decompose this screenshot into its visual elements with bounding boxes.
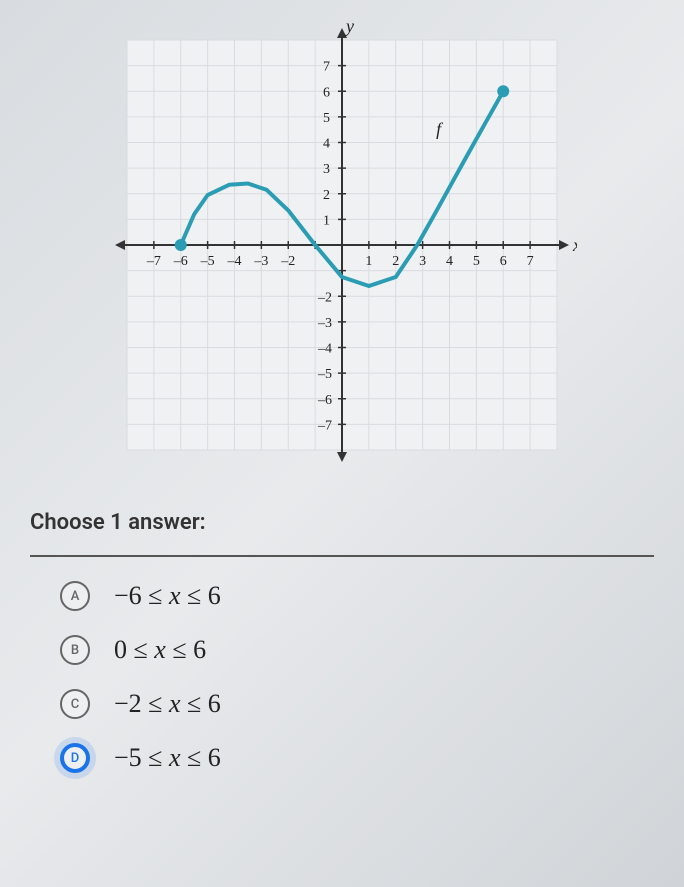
svg-text:4: 4 — [446, 254, 453, 269]
svg-text:3: 3 — [323, 162, 330, 177]
svg-text:1: 1 — [365, 254, 372, 269]
svg-text:–6: –6 — [317, 393, 332, 408]
svg-text:3: 3 — [419, 254, 426, 269]
radio-b[interactable]: B — [60, 635, 90, 665]
answer-list: A −6 ≤ x ≤ 6 B 0 ≤ x ≤ 6 C −2 ≤ x ≤ 6 D … — [60, 581, 654, 773]
svg-text:1: 1 — [323, 213, 330, 228]
answer-text-c: −2 ≤ x ≤ 6 — [114, 689, 221, 719]
answer-option-b[interactable]: B 0 ≤ x ≤ 6 — [60, 635, 654, 665]
answer-option-a[interactable]: A −6 ≤ x ≤ 6 — [60, 581, 654, 611]
svg-text:2: 2 — [392, 254, 399, 269]
svg-text:2: 2 — [323, 188, 330, 203]
svg-text:–3: –3 — [253, 254, 268, 269]
answer-text-b: 0 ≤ x ≤ 6 — [114, 635, 206, 665]
answer-option-d[interactable]: D −5 ≤ x ≤ 6 — [60, 743, 654, 773]
radio-a[interactable]: A — [60, 581, 90, 611]
svg-text:–2: –2 — [280, 254, 295, 269]
svg-text:–7: –7 — [146, 254, 161, 269]
answer-text-a: −6 ≤ x ≤ 6 — [114, 581, 221, 611]
radio-c[interactable]: C — [60, 689, 90, 719]
svg-text:5: 5 — [323, 111, 330, 126]
svg-text:5: 5 — [473, 254, 480, 269]
svg-text:6: 6 — [323, 85, 330, 100]
answer-option-c[interactable]: C −2 ≤ x ≤ 6 — [60, 689, 654, 719]
svg-text:–2: –2 — [317, 290, 332, 305]
prompt-text: Choose 1 answer: — [30, 510, 654, 535]
svg-text:–4: –4 — [317, 342, 332, 357]
svg-text:7: 7 — [323, 60, 330, 75]
svg-text:–6: –6 — [173, 254, 188, 269]
answer-text-d: −5 ≤ x ≤ 6 — [114, 743, 221, 773]
function-chart: –7 –6 –5 –4 –3 –2 1 2 3 4 5 6 7 1 2 3 4 5 6 7 –2 –3 –4 –5 –6 –7 y x… — [107, 20, 577, 470]
graph-area: –7 –6 –5 –4 –3 –2 1 2 3 4 5 6 7 1 2 3 4 5 6 7 –2 –3 –4 –5 –6 –7 y x… — [30, 20, 654, 470]
svg-text:x: x — [572, 235, 577, 255]
svg-text:y: y — [344, 20, 354, 36]
radio-d[interactable]: D — [60, 743, 90, 773]
svg-text:–5: –5 — [317, 367, 332, 382]
svg-text:–3: –3 — [317, 316, 332, 331]
svg-text:6: 6 — [500, 254, 507, 269]
svg-text:4: 4 — [323, 137, 330, 152]
divider — [30, 555, 654, 557]
svg-text:7: 7 — [527, 254, 534, 269]
svg-text:–4: –4 — [227, 254, 242, 269]
svg-text:–5: –5 — [200, 254, 215, 269]
svg-text:–7: –7 — [317, 418, 332, 433]
